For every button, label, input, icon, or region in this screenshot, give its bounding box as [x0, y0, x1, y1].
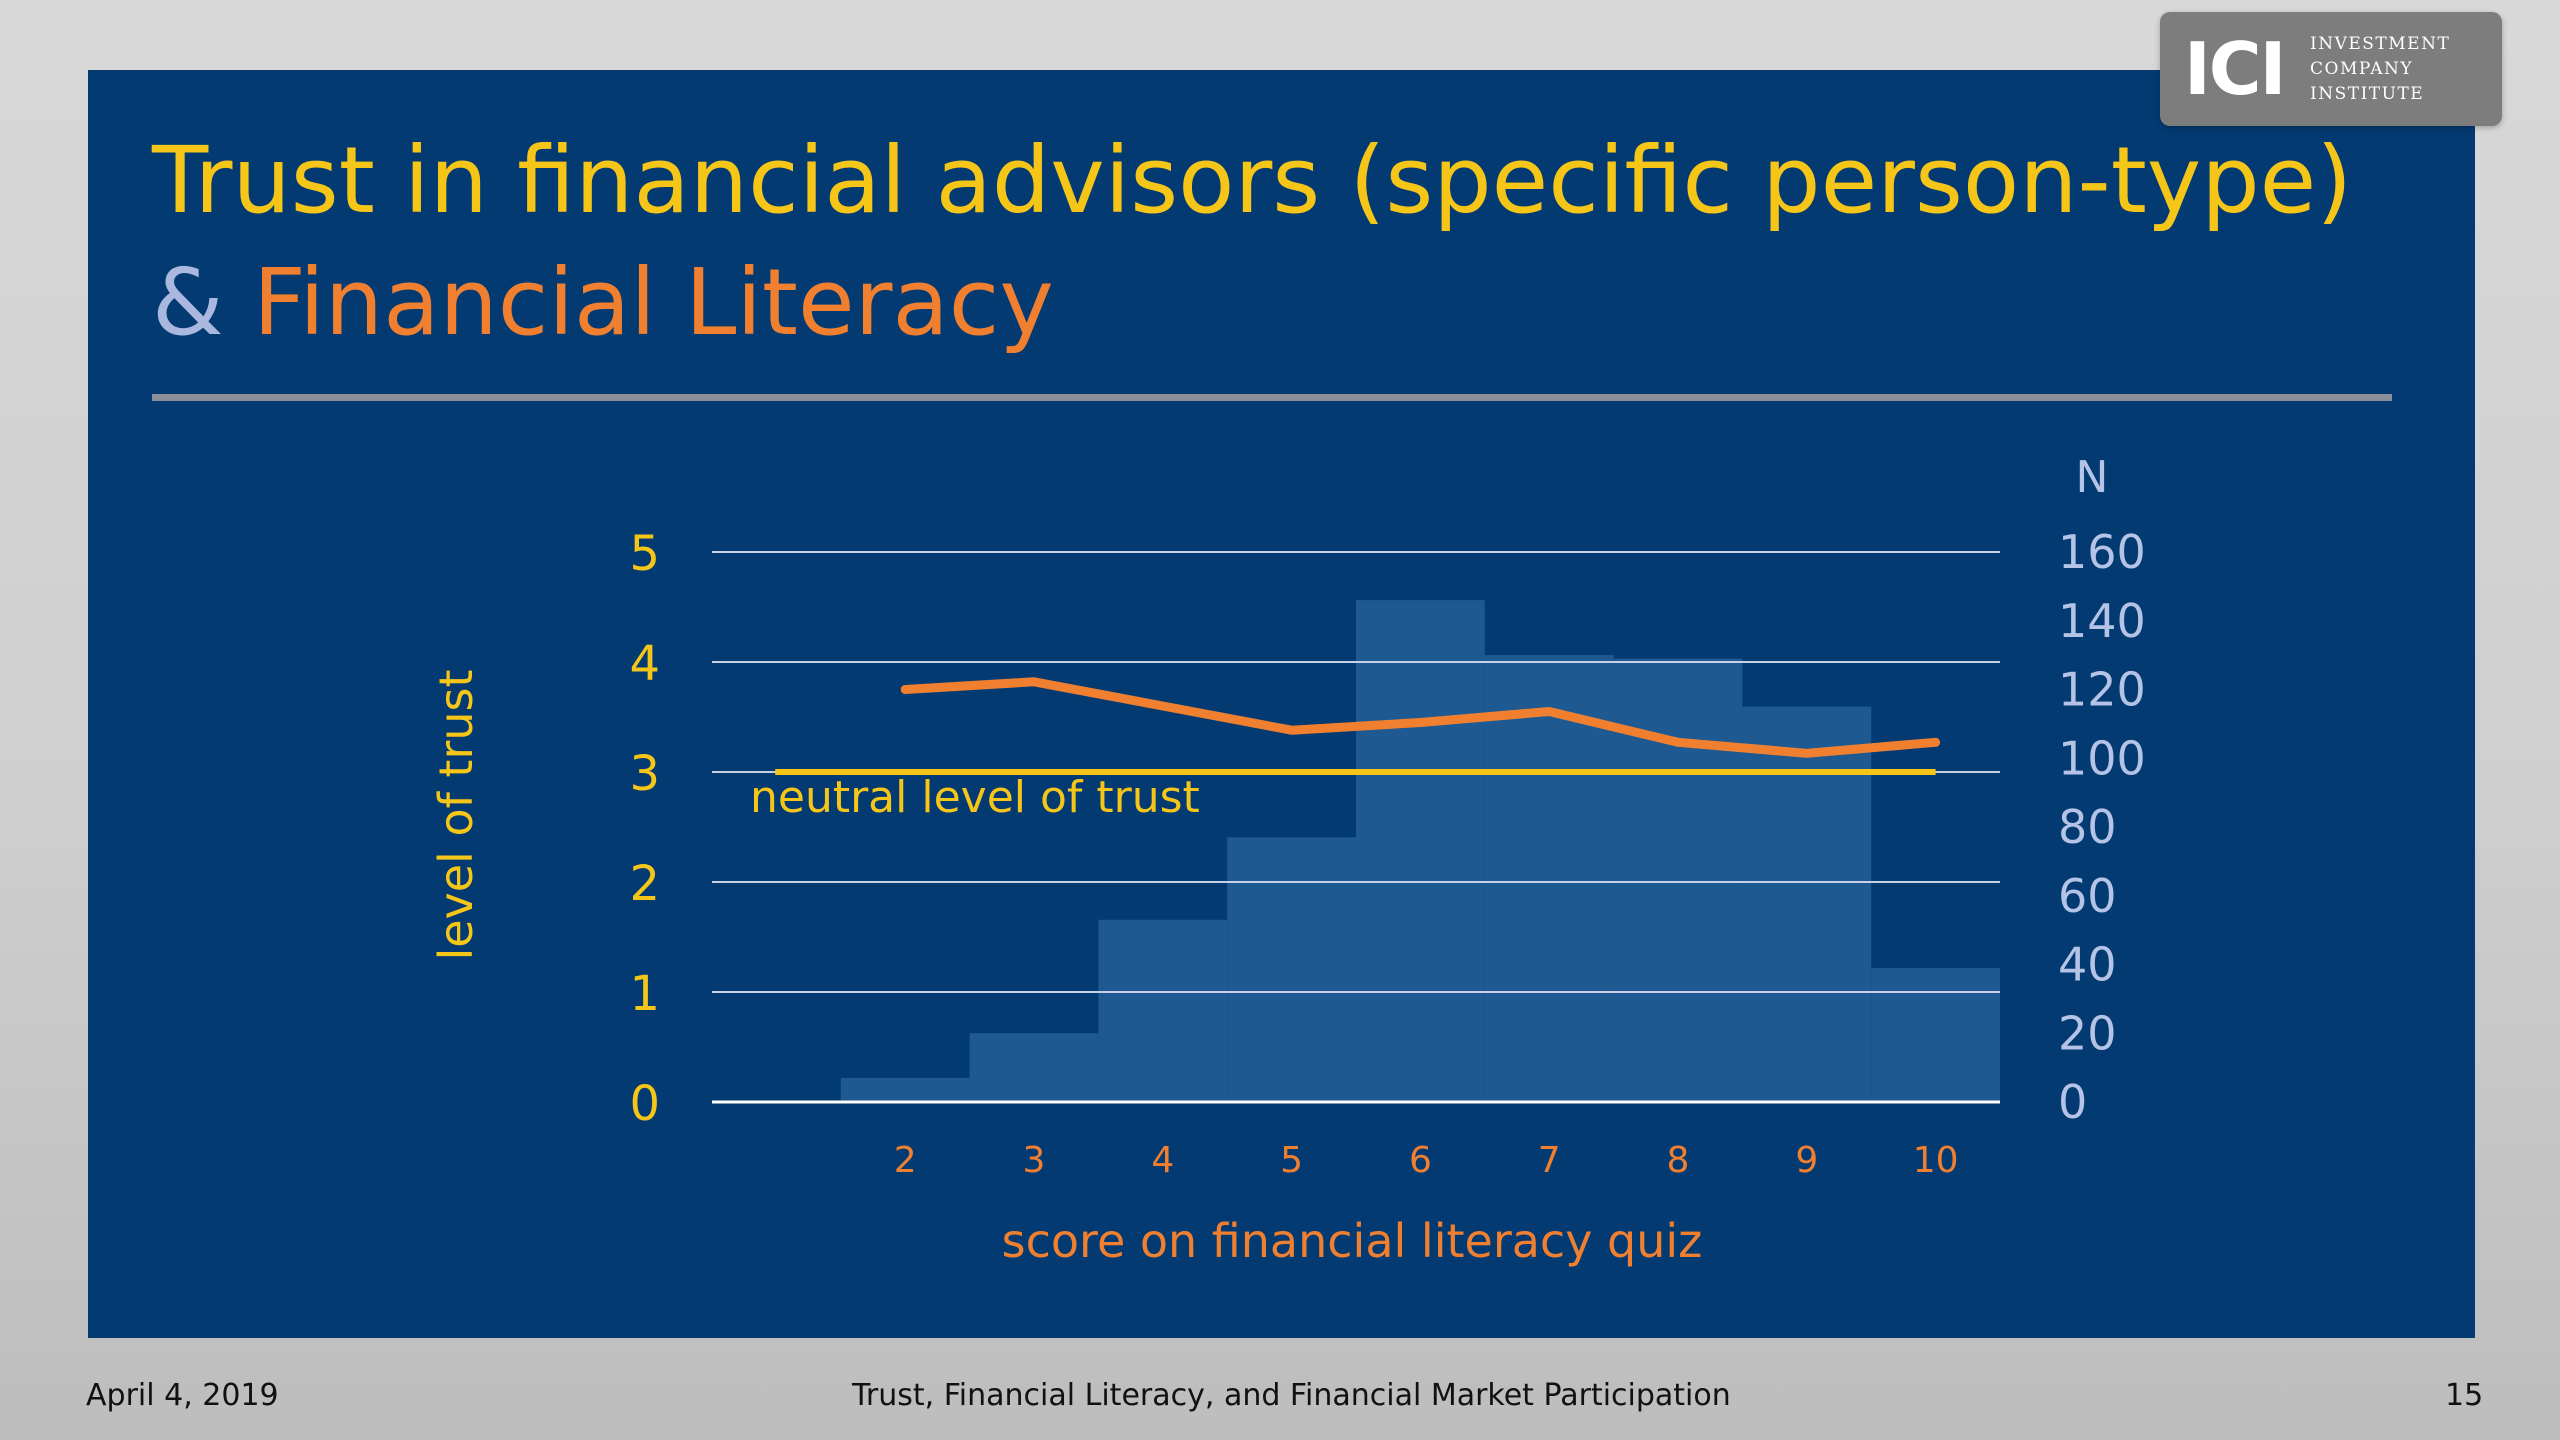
n-bar-5: [1227, 837, 1356, 1102]
title-divider: [152, 394, 2392, 401]
logo-line-2: COMPANY: [2310, 59, 2414, 79]
y2-tick-label: 160: [2058, 525, 2146, 579]
y2-tick-label: 20: [2058, 1006, 2117, 1060]
x-tick-label: 7: [1538, 1140, 1561, 1181]
y-tick-label: 4: [629, 636, 660, 692]
n-bar-6: [1356, 600, 1485, 1102]
x-axis-title: score on financial literacy quiz: [1002, 1214, 1703, 1268]
y2-tick-label: 0: [2058, 1075, 2087, 1129]
logo-text: INVESTMENT COMPANY INSTITUTE: [2310, 32, 2490, 107]
x-tick-label: 6: [1409, 1140, 1432, 1181]
x-tick-label: 10: [1913, 1140, 1959, 1181]
y-tick-label: 0: [629, 1076, 660, 1132]
y2-tick-label: 40: [2058, 938, 2117, 992]
y2-tick-label: 100: [2058, 731, 2146, 785]
x-tick-label: 4: [1151, 1140, 1174, 1181]
trust-point-4: [1158, 702, 1167, 710]
trust-point-8: [1674, 738, 1682, 747]
x-tick-label: 9: [1795, 1140, 1818, 1181]
trust-point-9: [1802, 749, 1811, 758]
x-tick-label: 5: [1280, 1140, 1303, 1181]
neutral-trust-label: neutral level of trust: [750, 772, 1200, 823]
n-bar-9: [1742, 706, 1872, 1102]
y-tick-label: 5: [629, 526, 660, 582]
x-tick-label: 8: [1667, 1140, 1690, 1181]
y-axis-title: level of trust: [429, 669, 483, 960]
slide: Trust in financial advisors (specific pe…: [88, 70, 2475, 1338]
slide-title: Trust in financial advisors (specific pe…: [152, 120, 2352, 364]
n-bar-7: [1484, 655, 1614, 1102]
n-bar-10: [1871, 967, 2000, 1102]
y2-tick-label: 140: [2058, 594, 2146, 648]
y2-tick-label: 60: [2058, 869, 2117, 923]
n-bar-2: [840, 1077, 970, 1102]
footer-date: April 4, 2019: [86, 1378, 279, 1413]
y-tick-label: 1: [629, 966, 660, 1022]
y2-axis-title: N: [2076, 452, 2109, 503]
y-tick-label: 3: [629, 746, 660, 802]
y2-tick-label: 120: [2058, 663, 2146, 717]
n-bar-8: [1613, 658, 1743, 1102]
title-line-1: Trust in financial advisors (specific pe…: [152, 127, 2353, 234]
n-bar-4: [1098, 919, 1228, 1102]
title-ampersand: &: [152, 249, 224, 356]
n-bar-3: [969, 1033, 1099, 1102]
x-tick-label: 3: [1023, 1140, 1046, 1181]
logo-mark: ICI: [2184, 27, 2286, 111]
y2-tick-label: 80: [2058, 800, 2117, 854]
trust-point-5: [1287, 726, 1296, 735]
trust-point-10: [1931, 738, 1940, 747]
logo-line-3: INSTITUTE: [2310, 84, 2425, 104]
trust-point-3: [1030, 677, 1038, 686]
footer-title: Trust, Financial Literacy, and Financial…: [852, 1378, 1731, 1413]
trust-point-6: [1416, 718, 1425, 727]
title-financial-literacy: Financial Literacy: [253, 249, 1054, 356]
trust-point-2: [901, 685, 910, 694]
footer-page-number: 15: [2445, 1378, 2484, 1413]
y-tick-label: 2: [629, 856, 660, 912]
logo-line-1: INVESTMENT: [2310, 34, 2451, 54]
x-tick-label: 2: [894, 1140, 917, 1181]
ici-logo: ICI INVESTMENT COMPANY INSTITUTE: [2160, 12, 2502, 126]
trust-point-7: [1545, 707, 1554, 716]
